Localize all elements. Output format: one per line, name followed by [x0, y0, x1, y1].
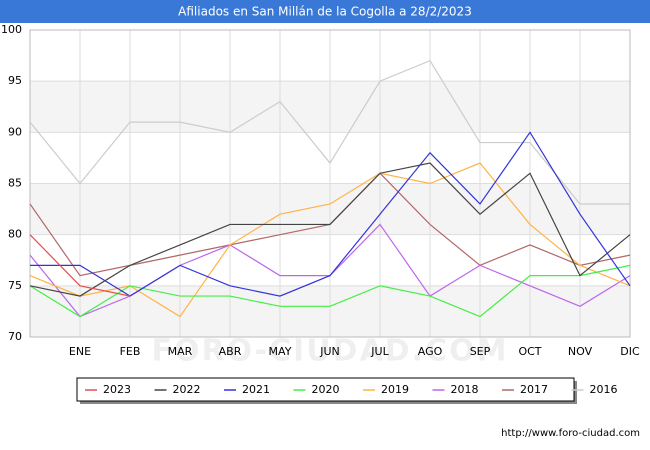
legend-label: 2021	[242, 383, 270, 396]
x-tick-label: NOV	[568, 345, 593, 358]
y-tick-label: 70	[8, 330, 22, 343]
series-line	[30, 131, 631, 297]
plot-border	[29, 29, 631, 338]
legend-label: 2020	[312, 383, 340, 396]
x-tick-label: FEB	[120, 345, 141, 358]
x-tick-label: SEP	[470, 345, 491, 358]
x-tick-label: JUN	[319, 345, 340, 358]
series-line	[29, 59, 630, 205]
legend-label: 2018	[451, 383, 479, 396]
y-tick-label: 80	[8, 228, 22, 241]
legend-label: 2023	[103, 383, 131, 396]
legend-label: 2016	[590, 383, 618, 396]
chart-title: Afiliados en San Millán de la Cogolla a …	[178, 5, 472, 19]
series-line	[29, 234, 131, 297]
x-tick-label: MAY	[269, 345, 292, 358]
y-tick-label: 95	[8, 74, 22, 87]
y-tick-label: 85	[8, 177, 22, 190]
x-tick-label: ENE	[69, 345, 91, 358]
x-tick-label: MAR	[168, 345, 193, 358]
legend-label: 2019	[381, 383, 409, 396]
x-tick-label: DIC	[620, 345, 640, 358]
y-tick-label: 100	[1, 23, 22, 36]
legend-label: 2022	[173, 383, 201, 396]
watermark: FORO-CIUDAD.COM	[152, 334, 509, 369]
legend-label: 2017	[520, 383, 548, 396]
x-tick-label: JUL	[370, 345, 389, 358]
title-bar	[0, 0, 650, 23]
x-tick-label: ABR	[219, 345, 242, 358]
x-tick-label: AGO	[418, 345, 443, 358]
x-tick-label: OCT	[518, 345, 541, 358]
series-line	[29, 162, 631, 297]
source: http://www.foro-ciudad.com	[501, 428, 640, 439]
y-tick-label: 90	[8, 125, 22, 138]
y-tick-label: 75	[8, 279, 22, 292]
series-line	[29, 264, 631, 318]
